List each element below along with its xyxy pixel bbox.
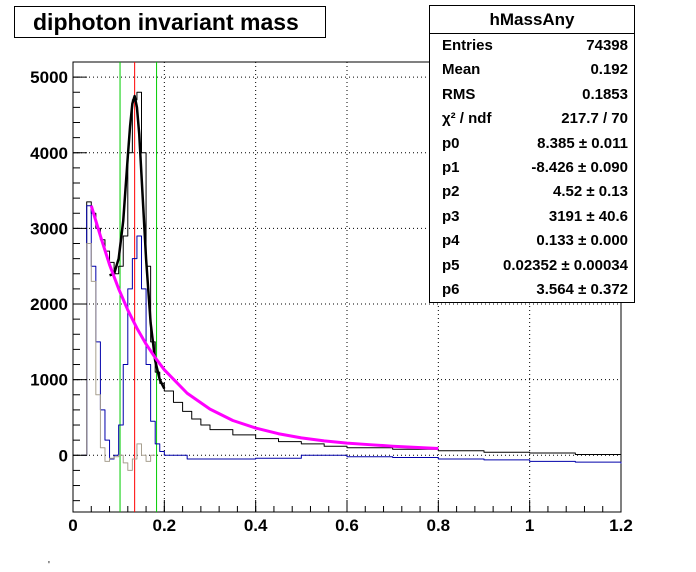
x-tick-label: 1.2	[609, 516, 633, 535]
stats-value: 0.133 ± 0.000	[536, 232, 628, 250]
x-tick-label: 0.2	[153, 516, 177, 535]
y-tick-label: 2000	[30, 295, 68, 314]
stats-key: RMS	[442, 85, 476, 103]
stats-key: Entries	[442, 37, 493, 54]
series-line	[89, 205, 439, 450]
stats-row: Mean 0.192	[430, 58, 634, 82]
stats-rows: Entries 74398 Mean 0.192 RMS 0.1853 χ² / ndf 21…	[430, 34, 634, 302]
stats-key: p3	[442, 207, 460, 225]
marker-lines	[119, 62, 158, 512]
x-tick-label: 1	[525, 516, 534, 535]
stats-row: p4 0.133 ± 0.000	[430, 229, 634, 253]
stats-row: p6 3.564 ± 0.372	[430, 278, 634, 302]
stats-value: 3191 ± 40.6	[548, 207, 628, 225]
stats-row: p5 0.02352 ± 0.00034	[430, 254, 634, 278]
stats-key: p1	[442, 158, 460, 176]
stats-key: p6	[442, 280, 460, 298]
axes: 0 0.2 0.4 0.6 0.8 1 1.2 0 1000 2000 3000 4000 5000	[30, 61, 633, 535]
series-line	[82, 91, 622, 456]
stats-key: p5	[442, 256, 460, 274]
stats-row: χ² / ndf 217.7 / 70	[430, 107, 634, 131]
stats-key: p2	[442, 183, 460, 201]
stats-key: Mean	[442, 61, 481, 79]
stats-row: p3 3191 ± 40.6	[430, 205, 634, 229]
stats-value: 3.564 ± 0.372	[536, 280, 628, 298]
stats-value: 217.7 / 70	[561, 110, 628, 128]
stats-box: hMassAny Entries 74398 Mean 0.192 RMS 0.1853 χ…	[429, 5, 635, 303]
stats-row: Entries 74398	[430, 34, 634, 58]
stats-value: 0.1853	[582, 85, 628, 103]
y-tick-label: 0	[59, 446, 68, 465]
y-tick-label: 4000	[30, 144, 68, 163]
y-tick-label: 1000	[30, 371, 68, 390]
x-tick-label: 0	[68, 516, 77, 535]
stats-key: χ² / ndf	[442, 110, 492, 128]
x-tick-label: 0.8	[427, 516, 451, 535]
series-line	[82, 243, 156, 471]
stats-value: 74398	[586, 37, 628, 54]
stats-row: p1 -8.426 ± 0.090	[430, 156, 634, 180]
stats-row: RMS 0.1853	[430, 83, 634, 107]
stats-key: p4	[442, 232, 460, 250]
stats-row: p2 4.52 ± 0.13	[430, 180, 634, 204]
stats-title: hMassAny	[430, 6, 634, 34]
stats-value: -8.426 ± 0.090	[531, 158, 628, 176]
x-tick-label: 0.4	[244, 516, 268, 535]
series-line	[82, 205, 622, 464]
x-tick-label: 0.6	[335, 516, 359, 535]
y-tick-label: 5000	[30, 68, 68, 87]
stats-key: p0	[442, 134, 460, 152]
stats-value: 4.52 ± 0.13	[553, 183, 628, 201]
series-line	[109, 94, 166, 390]
footnote: '	[48, 560, 50, 571]
stats-row: p0 8.385 ± 0.011	[430, 132, 634, 156]
stats-value: 0.02352 ± 0.00034	[502, 256, 628, 274]
stats-value: 8.385 ± 0.011	[537, 134, 628, 152]
y-tick-label: 3000	[30, 219, 68, 238]
stats-value: 0.192	[590, 61, 628, 79]
series-group	[82, 91, 622, 471]
chart-title: diphoton invariant mass	[14, 6, 326, 38]
